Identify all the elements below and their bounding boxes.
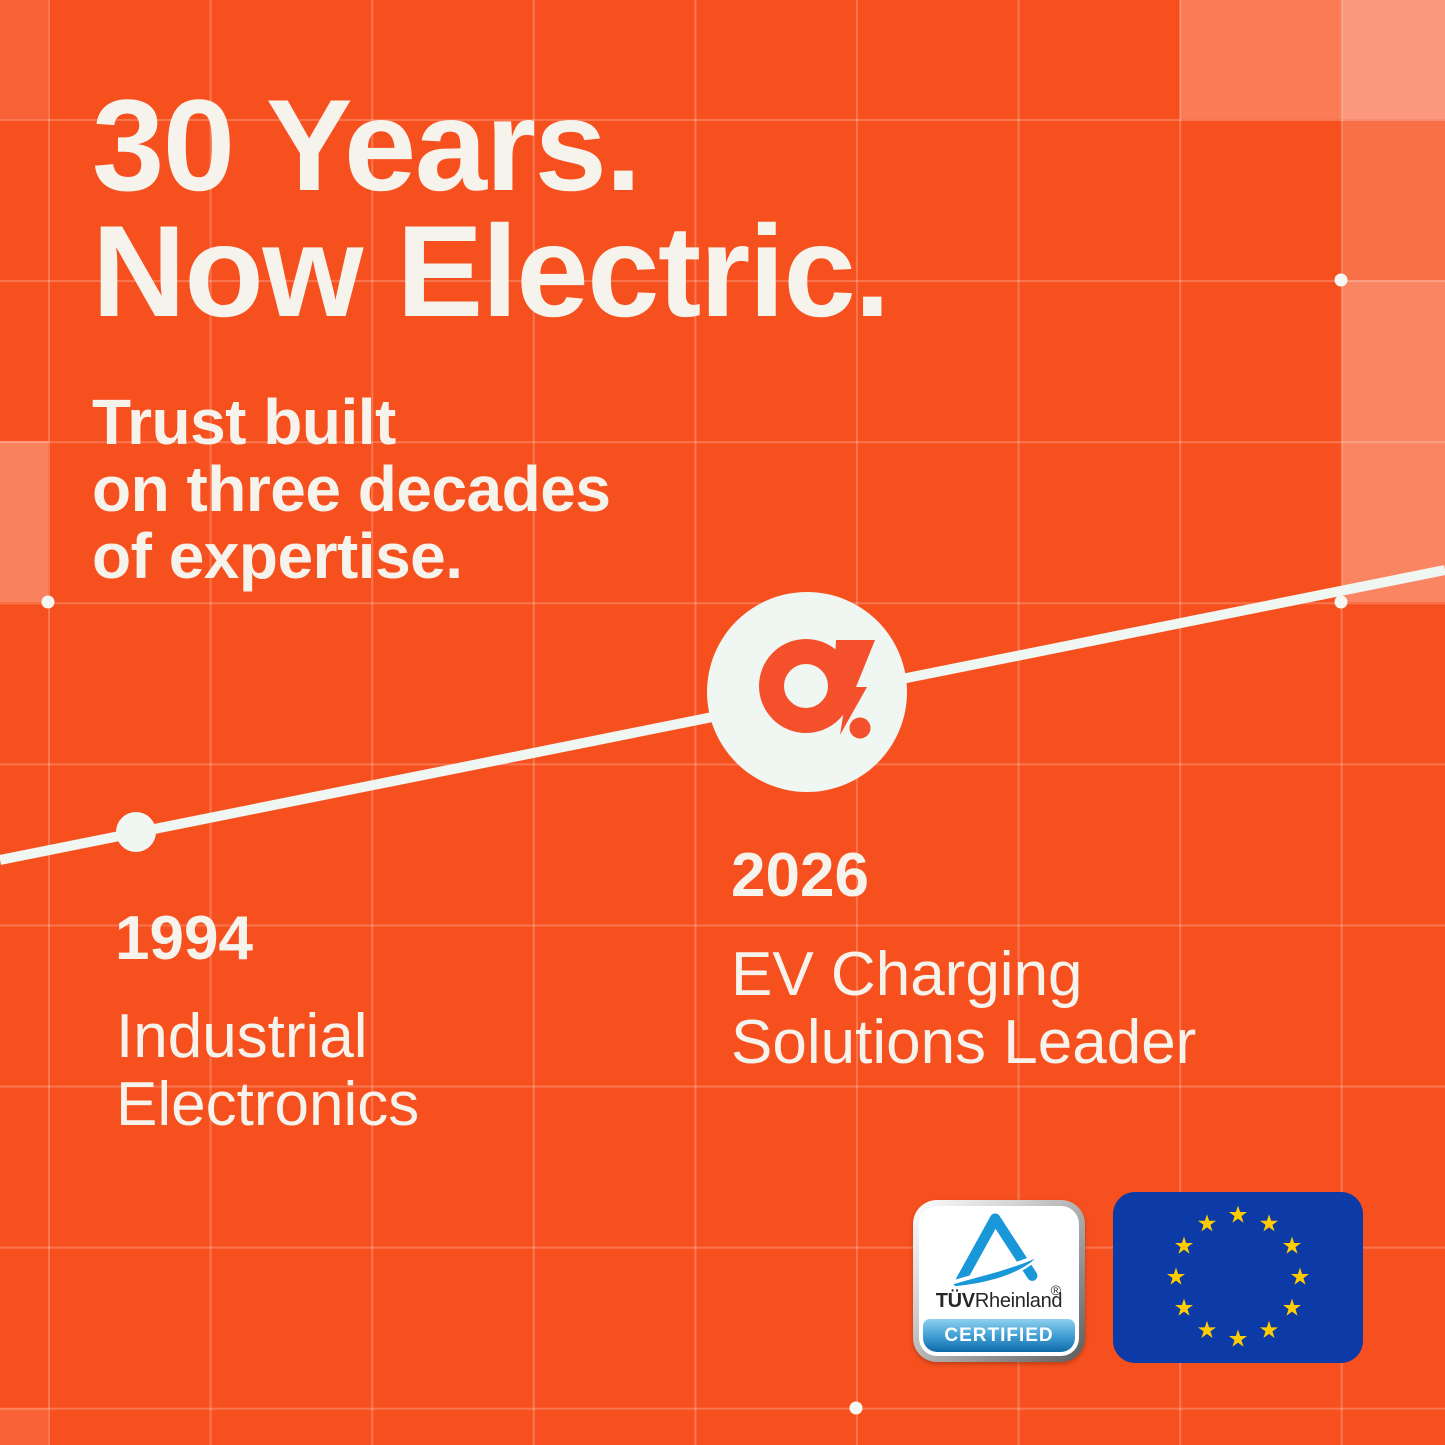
milestone-2026: 2026 EV Charging Solutions Leader <box>731 843 1196 1077</box>
page-title: 30 Years. Now Electric. <box>92 72 890 344</box>
milestone-label: EV Charging Solutions Leader <box>731 940 1197 1077</box>
milestone-1994: 1994 Industrial Electronics <box>115 906 419 1139</box>
grid-dot <box>1334 595 1348 609</box>
milestone-year: 1994 <box>115 904 253 973</box>
headline-line-2: Now Electric. <box>92 198 890 344</box>
subheadline: Trust built on three decades of expertis… <box>92 386 611 592</box>
eu-flag-icon <box>1113 1192 1363 1363</box>
subheadline-line: of expertise. <box>92 520 463 592</box>
tuv-rheinland-triangle-icon <box>948 1213 1039 1289</box>
subheadline-line: Trust built <box>92 386 396 458</box>
grid-dot <box>849 1401 863 1415</box>
timeline-line <box>0 565 1445 865</box>
a-lightning-logo-icon <box>707 592 907 792</box>
eu-flag-stars <box>1166 1205 1310 1347</box>
headline-line-1: 30 Years. <box>92 72 642 218</box>
tuv-certified-badge: ® TÜVRheinland CERTIFIED <box>913 1200 1085 1362</box>
certified-label: CERTIFIED <box>923 1319 1075 1352</box>
timeline-point-1994 <box>116 812 156 852</box>
grid-dot <box>41 595 55 609</box>
milestone-year: 2026 <box>731 841 869 910</box>
milestone-label: Industrial Electronics <box>116 1002 420 1139</box>
tuv-brand-name: TÜVRheinland <box>935 1290 1063 1312</box>
subheadline-line: on three decades <box>92 453 611 525</box>
registered-trademark: ® <box>1050 1282 1061 1298</box>
grid-dot <box>1334 273 1348 287</box>
